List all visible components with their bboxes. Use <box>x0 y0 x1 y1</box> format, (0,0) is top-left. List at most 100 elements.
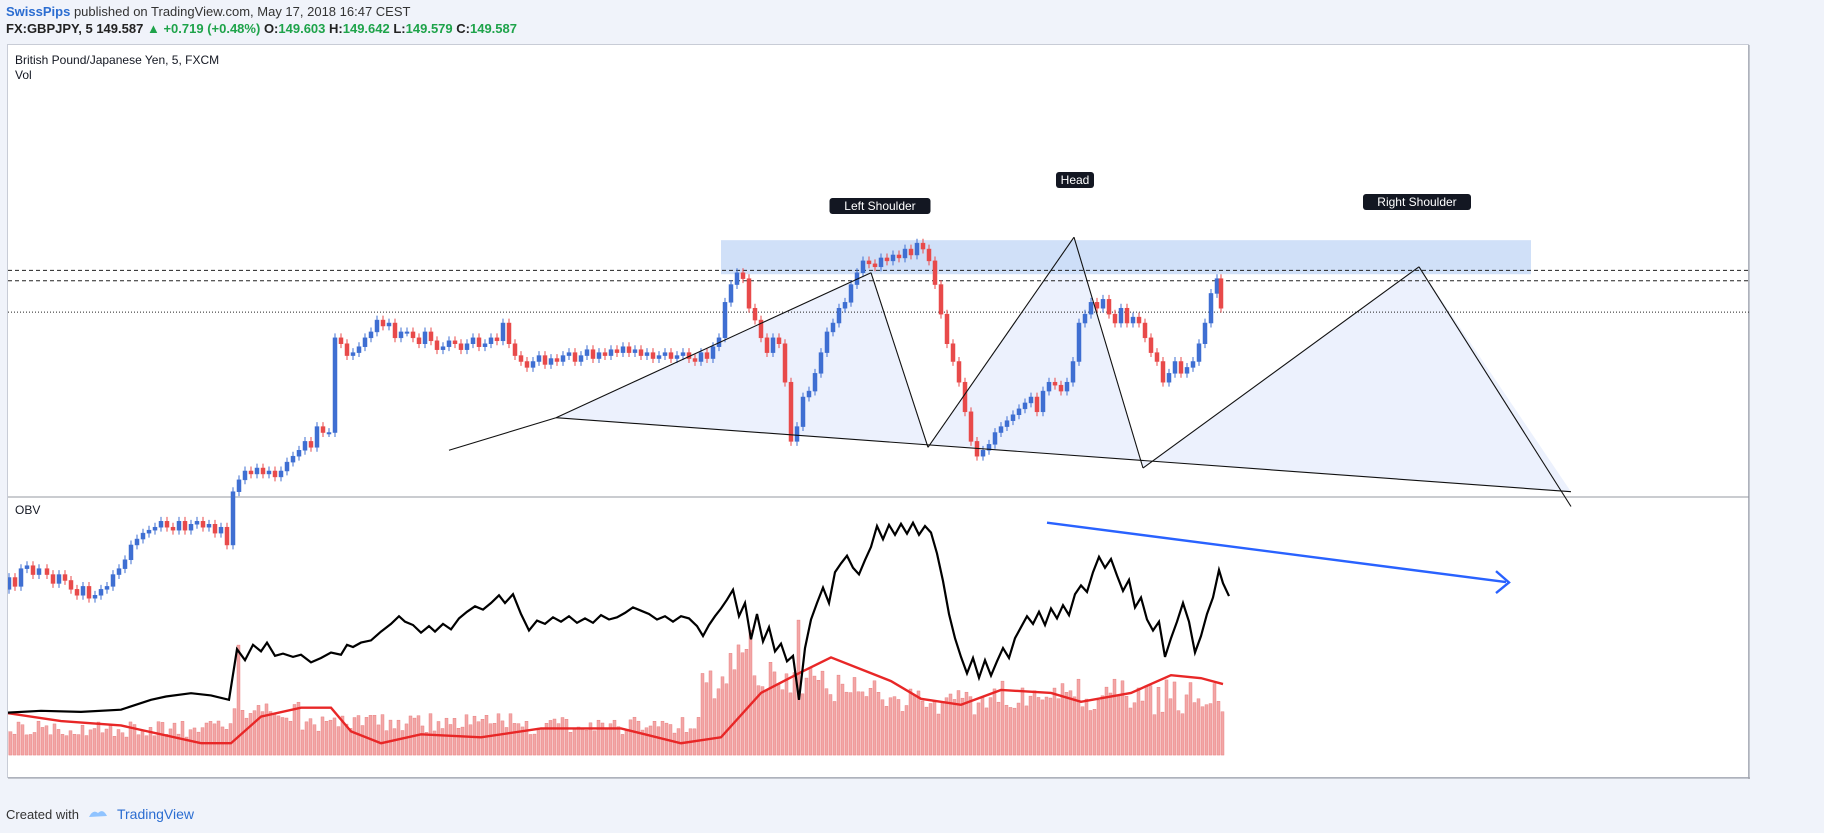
volume-bar <box>648 725 653 756</box>
candle-body <box>92 595 98 599</box>
volume-bar <box>324 721 329 756</box>
candle-body <box>188 524 194 531</box>
volume-bar <box>88 729 93 756</box>
main-pane-title: British Pound/Japanese Yen, 5, FXCM <box>15 53 219 67</box>
volume-bar <box>1176 710 1181 756</box>
volume-bar <box>144 735 149 756</box>
volume-bar <box>1216 701 1221 756</box>
volume-bar <box>156 721 161 756</box>
volume-bar <box>900 711 905 756</box>
volume-bar <box>932 701 937 756</box>
candle-body <box>518 355 524 362</box>
volume-bar <box>616 726 621 756</box>
candle-body <box>356 346 362 353</box>
volume-bar <box>712 698 717 756</box>
candle-body <box>992 432 998 445</box>
annotation-label: Right Shoulder <box>1377 195 1456 209</box>
candle-body <box>764 337 770 353</box>
candle-body <box>680 352 686 356</box>
candle-body <box>506 322 512 344</box>
pattern-line <box>927 236 1075 448</box>
volume-label: Vol <box>15 68 32 82</box>
candle-body <box>848 284 854 303</box>
candle-body <box>1202 322 1208 344</box>
volume-bar <box>816 680 821 756</box>
pattern-line <box>555 417 1572 493</box>
candle-body <box>494 337 500 342</box>
candle-body <box>320 426 326 433</box>
candle-body <box>362 337 368 347</box>
volume-bar <box>948 693 953 756</box>
volume-bar <box>360 725 365 756</box>
volume-bar <box>832 701 837 756</box>
annotation-label: Left Shoulder <box>844 199 915 213</box>
candle-body <box>1136 316 1142 324</box>
candle-body <box>986 444 992 451</box>
candle-body <box>1112 313 1118 324</box>
candle-body <box>62 574 68 581</box>
candle-body <box>50 574 56 584</box>
volume-bar <box>280 717 285 756</box>
candle-body <box>500 322 506 342</box>
publisher-link[interactable]: SwissPips <box>6 4 71 19</box>
volume-bar <box>264 703 269 756</box>
volume-bar <box>644 727 649 756</box>
candle-body <box>956 361 962 383</box>
candle-body <box>650 352 656 359</box>
volume-bar <box>24 734 29 756</box>
volume-bar <box>876 692 881 756</box>
candle-body <box>260 467 266 475</box>
candle-body <box>146 529 152 534</box>
volume-bar <box>520 726 525 756</box>
candle-body <box>1088 302 1094 315</box>
volume-bar <box>1188 682 1193 756</box>
volume-bar <box>820 670 825 756</box>
volume-bar <box>472 715 477 756</box>
volume-bar <box>908 688 913 756</box>
candle-body <box>374 319 380 333</box>
candle-body <box>194 521 200 525</box>
candle-body <box>236 479 242 492</box>
volume-bar <box>1096 699 1101 756</box>
volume-bar <box>1044 696 1049 756</box>
volume-bar <box>332 717 337 756</box>
candle-body <box>620 346 626 353</box>
volume-bar <box>288 720 293 756</box>
candle-body <box>734 272 740 285</box>
volume-bar <box>1040 699 1045 756</box>
volume-bar <box>956 690 961 756</box>
volume-bar <box>680 717 685 756</box>
candle-body <box>338 337 344 344</box>
candle-body <box>584 349 590 356</box>
candle-body <box>1214 278 1220 294</box>
volume-bar <box>52 723 57 756</box>
volume-bar <box>1064 692 1069 756</box>
candle-body <box>344 343 350 356</box>
tradingview-link[interactable]: TradingView <box>116 806 195 822</box>
annotation-box <box>1363 194 1471 210</box>
volume-bar <box>788 692 793 756</box>
volume-bar <box>808 667 813 756</box>
footer: Created with TradingView <box>6 806 194 822</box>
volume-bar <box>940 701 945 756</box>
volume-bar <box>504 727 509 756</box>
candle-body <box>98 589 104 596</box>
volume-bar <box>988 697 993 756</box>
candle-body <box>632 349 638 353</box>
candle-body <box>1106 299 1112 315</box>
volume-bar <box>548 720 553 756</box>
candle-body <box>926 248 932 262</box>
candle-body <box>434 340 440 350</box>
candle-body <box>1100 299 1106 309</box>
volume-bar <box>256 705 261 756</box>
candle-body <box>626 346 632 353</box>
candle-body <box>206 524 212 528</box>
candle-body <box>770 337 776 353</box>
candle-body <box>74 589 80 596</box>
candle-body <box>122 559 128 569</box>
volume-bar <box>568 732 573 756</box>
pattern-line <box>1073 237 1144 469</box>
volume-bar <box>844 691 849 756</box>
